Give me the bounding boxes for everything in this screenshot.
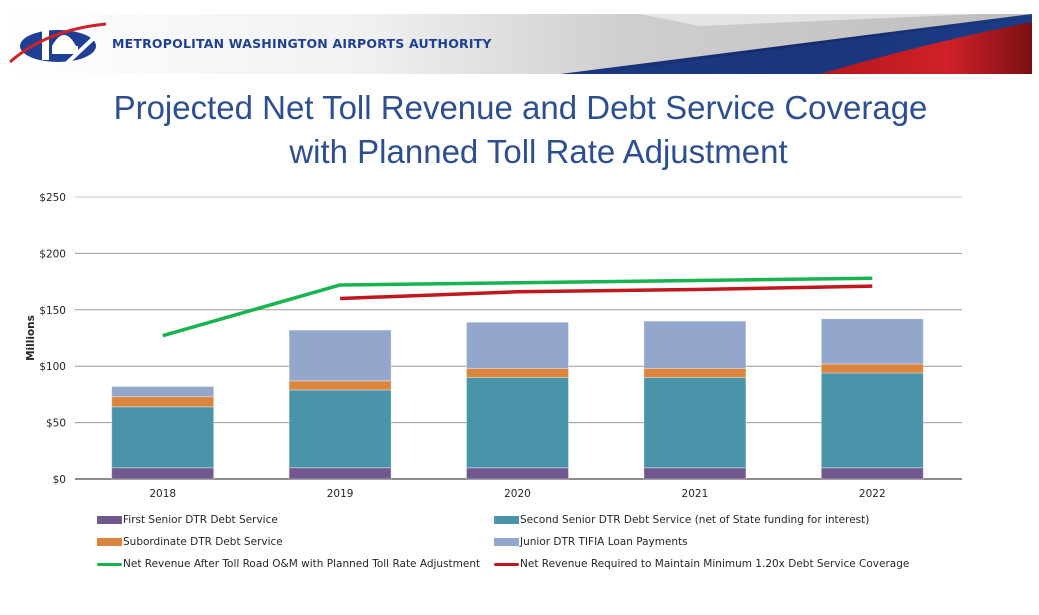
net-revenue-line <box>162 276 873 338</box>
y-tick-label: $50 <box>46 418 66 430</box>
legend-label: Second Senior DTR Debt Service (net of S… <box>520 514 870 526</box>
x-tick-label: 2020 <box>504 488 531 500</box>
y-axis-label: Millions <box>25 315 37 361</box>
y-axis-ticks: $0 $50 $100 $150 $200 $250 <box>39 192 66 486</box>
y-tick-label: $200 <box>39 248 66 260</box>
bar-stack-2021 <box>643 320 747 480</box>
bar-segment <box>820 467 924 480</box>
legend-label: Net Revenue Required to Maintain Minimum… <box>520 558 910 570</box>
legend-label: First Senior DTR Debt Service <box>123 514 278 526</box>
legend-label: Junior DTR TIFIA Loan Payments <box>520 536 688 548</box>
mwaa-capitol-logo-icon <box>9 16 107 66</box>
bar-segment <box>111 396 215 408</box>
lines <box>162 276 873 338</box>
bars <box>111 318 924 480</box>
legend-item: Subordinate DTR Debt Service <box>97 535 283 549</box>
bar-segment <box>643 467 747 480</box>
bar-segment <box>111 406 215 469</box>
header-banner: METROPOLITAN WASHINGTON AIRPORTS AUTHORI… <box>0 14 1032 74</box>
legend-color-swatch <box>494 516 519 524</box>
y-tick-label: $100 <box>39 361 66 373</box>
x-axis-ticks: 2018 2019 2020 2021 2022 <box>149 488 885 500</box>
legend-item: First Senior DTR Debt Service <box>97 513 278 527</box>
banner-background <box>0 14 1032 74</box>
bar-segment <box>466 376 569 469</box>
bar-segment <box>111 386 215 398</box>
title-line-2: with Planned Toll Rate Adjustment <box>289 133 788 170</box>
x-tick-label: 2022 <box>859 488 886 500</box>
bar-segment <box>820 372 924 469</box>
bar-segment <box>466 467 569 480</box>
title-line-1: Projected Net Toll Revenue and Debt Serv… <box>113 89 928 126</box>
x-tick-label: 2018 <box>149 488 176 500</box>
bar-segment <box>643 367 747 378</box>
legend-line-swatch <box>494 562 519 566</box>
bar-stack-2019 <box>288 329 392 480</box>
bar-stack-2022 <box>820 318 924 480</box>
bar-segment <box>288 467 392 480</box>
bar-segment <box>820 318 924 365</box>
y-tick-label: $0 <box>53 474 66 486</box>
y-tick-label: $150 <box>39 305 66 317</box>
x-tick-label: 2019 <box>327 488 354 500</box>
legend-color-swatch <box>97 538 122 546</box>
legend-line-swatch <box>97 562 122 566</box>
bar-stack-2020 <box>466 321 569 480</box>
x-tick-label: 2021 <box>682 488 709 500</box>
legend-item: Junior DTR TIFIA Loan Payments <box>494 535 688 549</box>
legend-label: Subordinate DTR Debt Service <box>123 536 283 548</box>
bar-segment <box>466 321 569 369</box>
required-revenue-line <box>340 284 873 301</box>
org-name: METROPOLITAN WASHINGTON AIRPORTS AUTHORI… <box>112 36 492 51</box>
legend-color-swatch <box>97 516 122 524</box>
page-title: Projected Net Toll Revenue and Debt Serv… <box>0 86 1039 174</box>
bar-stack-2018 <box>111 386 215 480</box>
bar-segment <box>288 389 392 469</box>
legend-item: Second Senior DTR Debt Service (net of S… <box>494 513 869 527</box>
legend-item: Net Revenue After Toll Road O&M with Pla… <box>97 557 480 571</box>
legend-color-swatch <box>494 538 519 546</box>
bar-segment <box>466 367 569 378</box>
legend-item: Net Revenue Required to Maintain Minimum… <box>494 557 909 571</box>
y-tick-label: $250 <box>39 192 66 204</box>
bar-segment <box>288 329 392 382</box>
legend-label: Net Revenue After Toll Road O&M with Pla… <box>123 558 481 570</box>
bar-segment <box>643 320 747 369</box>
bar-segment <box>643 376 747 469</box>
bar-segment <box>111 467 215 480</box>
bar-segment <box>820 363 924 374</box>
bar-segment <box>288 380 392 391</box>
